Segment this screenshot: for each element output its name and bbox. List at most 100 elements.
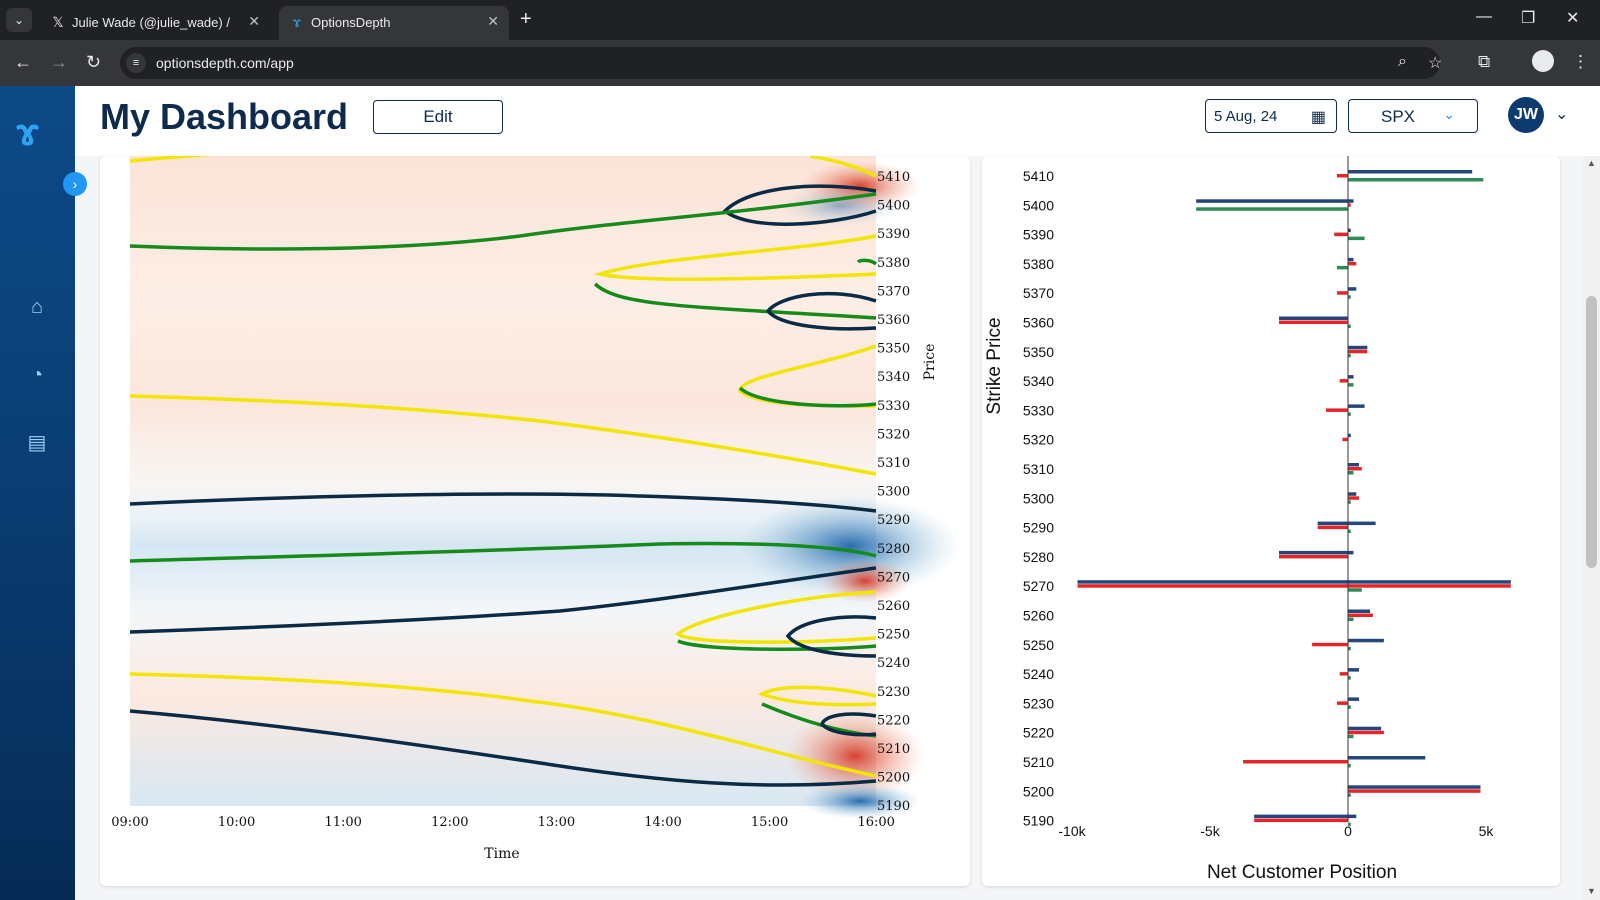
scroll-up-icon[interactable]: ▲	[1587, 158, 1596, 168]
position-bar	[1196, 199, 1348, 203]
back-icon[interactable]: ←	[14, 52, 32, 72]
restore-icon[interactable]: ❐	[1521, 10, 1536, 27]
scroll-down-icon[interactable]: ▼	[1587, 886, 1596, 896]
contour-green	[677, 639, 877, 652]
close-icon[interactable]: ✕	[487, 13, 499, 29]
heatmap-background	[130, 156, 876, 806]
reload-icon[interactable]: ↻	[86, 52, 102, 72]
net-position-chart[interactable]: 5410 5400 5390 5380 5370 5360 5350 5340 5330 5320…	[982, 156, 1560, 886]
net-position-card: 5410 5400 5390 5380 5370 5360 5350 5340 5330 5320…	[982, 156, 1560, 886]
price-tick-label: 5250	[877, 628, 910, 643]
heatmap-card: 5410 5400 5390 5380 5370 5360 5350 5340 5330 5320…	[100, 156, 970, 886]
edit-button[interactable]: Edit	[373, 100, 503, 134]
gauge-icon[interactable]: ◔	[30, 364, 44, 386]
price-tick-label: 5190	[877, 799, 910, 814]
position-bar	[1348, 789, 1481, 793]
date-value: 5 Aug, 24	[1214, 108, 1278, 125]
page-title: My Dashboard	[100, 96, 349, 137]
contour-navy	[765, 291, 877, 331]
home-icon[interactable]: ⌂	[30, 296, 44, 318]
minimize-icon[interactable]: —	[1476, 8, 1492, 25]
site-info-icon[interactable]: ≡	[126, 53, 146, 73]
price-tick-label: 5390	[877, 227, 910, 242]
strike-tick-label: 5330	[1023, 402, 1054, 418]
strike-tick-label: 5360	[1023, 315, 1054, 331]
symbol-value: SPX	[1381, 107, 1416, 126]
position-bar	[1348, 734, 1354, 739]
position-bar	[1348, 588, 1362, 592]
strike-tick-label: 5310	[1023, 461, 1054, 477]
tab-x[interactable]: 𝕏 Julie Wade (@julie_wade) / X ✕	[40, 6, 270, 40]
position-bar	[1348, 764, 1351, 768]
scroll-thumb[interactable]	[1586, 296, 1597, 568]
contour-yellow	[809, 156, 877, 178]
price-tick-label: 5320	[877, 427, 910, 442]
price-tick-label: 5210	[877, 742, 910, 757]
position-bar	[1077, 580, 1348, 584]
position-bar	[1348, 349, 1368, 354]
position-bar	[1348, 550, 1354, 555]
time-tick-label: 09:00	[111, 815, 148, 830]
chevron-down-icon: ⌄	[1443, 106, 1455, 122]
strike-tick-label: 5300	[1023, 490, 1054, 506]
position-bar	[1348, 257, 1354, 262]
heatmap-chart[interactable]: 5410 5400 5390 5380 5370 5360 5350 5340 5330 5320…	[100, 156, 970, 886]
position-axis: -10k -5k 0 5k	[1058, 823, 1494, 839]
new-tab-icon[interactable]: +	[520, 8, 532, 30]
strike-tick-label: 5340	[1023, 373, 1054, 389]
heat-hotspot	[820, 559, 910, 603]
contour-yellow	[757, 685, 877, 707]
optionsdepth-logo-icon[interactable]: ɤ	[16, 112, 39, 154]
presentation-icon[interactable]: ▤	[27, 432, 47, 454]
price-tick-label: 5340	[877, 370, 910, 385]
window-close-icon[interactable]: ✕	[1566, 10, 1580, 27]
app: ɤ ⌂ ◔ ▤ › My Dashboard Edit 5 Aug, 24 ▦ …	[0, 86, 1600, 900]
bookmark-star-icon[interactable]: ☆	[1428, 55, 1443, 72]
position-bar	[1339, 379, 1348, 383]
price-tick-label: 5290	[877, 513, 910, 528]
time-tick-label: 16:00	[857, 815, 894, 830]
avatar[interactable]: JW	[1508, 97, 1544, 133]
tab-search-icon[interactable]: ⌄	[6, 8, 32, 32]
calendar-icon[interactable]: ▦	[1310, 109, 1326, 126]
position-bar	[1348, 261, 1357, 266]
position-bar	[1243, 760, 1348, 764]
date-picker[interactable]: 5 Aug, 24 ▦	[1205, 99, 1337, 133]
tab-title: Julie Wade (@julie_wade) / X	[72, 15, 232, 30]
time-tick-label: 14:00	[644, 815, 681, 830]
time-tick-label: 15:00	[751, 815, 788, 830]
position-bar	[1348, 178, 1484, 182]
symbol-select[interactable]: SPX ⌄	[1348, 99, 1478, 133]
tab-optionsdepth[interactable]: ɤ OptionsDepth ✕	[279, 6, 509, 40]
forward-icon[interactable]: →	[50, 52, 68, 72]
position-bar	[1348, 375, 1354, 379]
zoom-icon[interactable]: ⌕	[1398, 53, 1407, 70]
strike-tick-label: 5320	[1023, 432, 1054, 448]
contour-green	[593, 282, 877, 320]
chevron-down-icon[interactable]: ⌄	[1555, 106, 1569, 123]
close-icon[interactable]: ✕	[248, 13, 260, 29]
price-tick-label: 5310	[877, 456, 910, 471]
price-tick-label: 5350	[877, 342, 910, 357]
expand-sidebar-icon[interactable]: ›	[63, 172, 87, 196]
position-bar	[1348, 500, 1351, 504]
position-bar	[1348, 383, 1354, 387]
url-text: optionsdepth.com/app	[156, 55, 294, 71]
contour-yellow	[593, 234, 877, 281]
menu-icon[interactable]: ⋮	[1572, 52, 1589, 71]
position-bar	[1342, 437, 1348, 442]
contour-navy	[820, 712, 877, 737]
position-bar	[1279, 320, 1348, 324]
price-tick-label: 5200	[877, 771, 910, 786]
strike-tick-label: 5410	[1023, 168, 1054, 184]
position-tick-label: 5k	[1479, 823, 1495, 839]
contour-green	[129, 192, 877, 251]
price-tick-label: 5410	[877, 170, 910, 185]
extensions-icon[interactable]: ⧉	[1478, 52, 1491, 71]
position-bar	[1254, 814, 1348, 819]
profile-icon[interactable]	[1532, 50, 1554, 72]
position-bar	[1348, 170, 1473, 174]
browser-toolbar: ← → ↻ ≡ optionsdepth.com/app ⌕ ☆ ⧉ ⋮	[0, 40, 1600, 86]
page-scrollbar[interactable]: ▲ ▼	[1583, 156, 1600, 900]
address-bar[interactable]: ≡ optionsdepth.com/app ⌕ ☆	[120, 47, 1443, 79]
